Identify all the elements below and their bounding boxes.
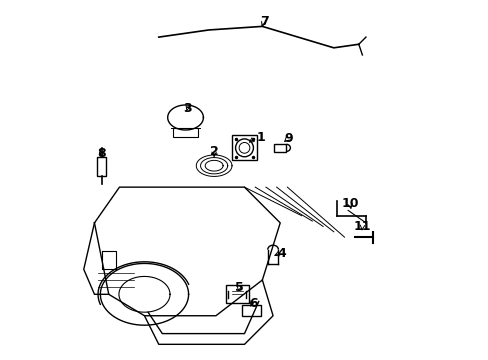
Text: 8: 8 [97, 147, 106, 160]
Text: 10: 10 [341, 197, 358, 210]
Text: 6: 6 [248, 297, 257, 310]
Text: 9: 9 [284, 132, 293, 145]
Text: 4: 4 [277, 247, 286, 260]
Text: 2: 2 [209, 145, 218, 158]
Bar [173, 128, 198, 137]
Text: 1: 1 [256, 131, 264, 144]
Text: 5: 5 [234, 281, 243, 294]
Bar [273, 144, 286, 152]
Bar [97, 157, 106, 176]
Text: 3: 3 [183, 102, 191, 115]
Bar [225, 285, 248, 303]
Text: 7: 7 [259, 14, 268, 27]
Text: 11: 11 [353, 220, 370, 233]
Bar [231, 135, 257, 160]
Bar [242, 305, 261, 316]
